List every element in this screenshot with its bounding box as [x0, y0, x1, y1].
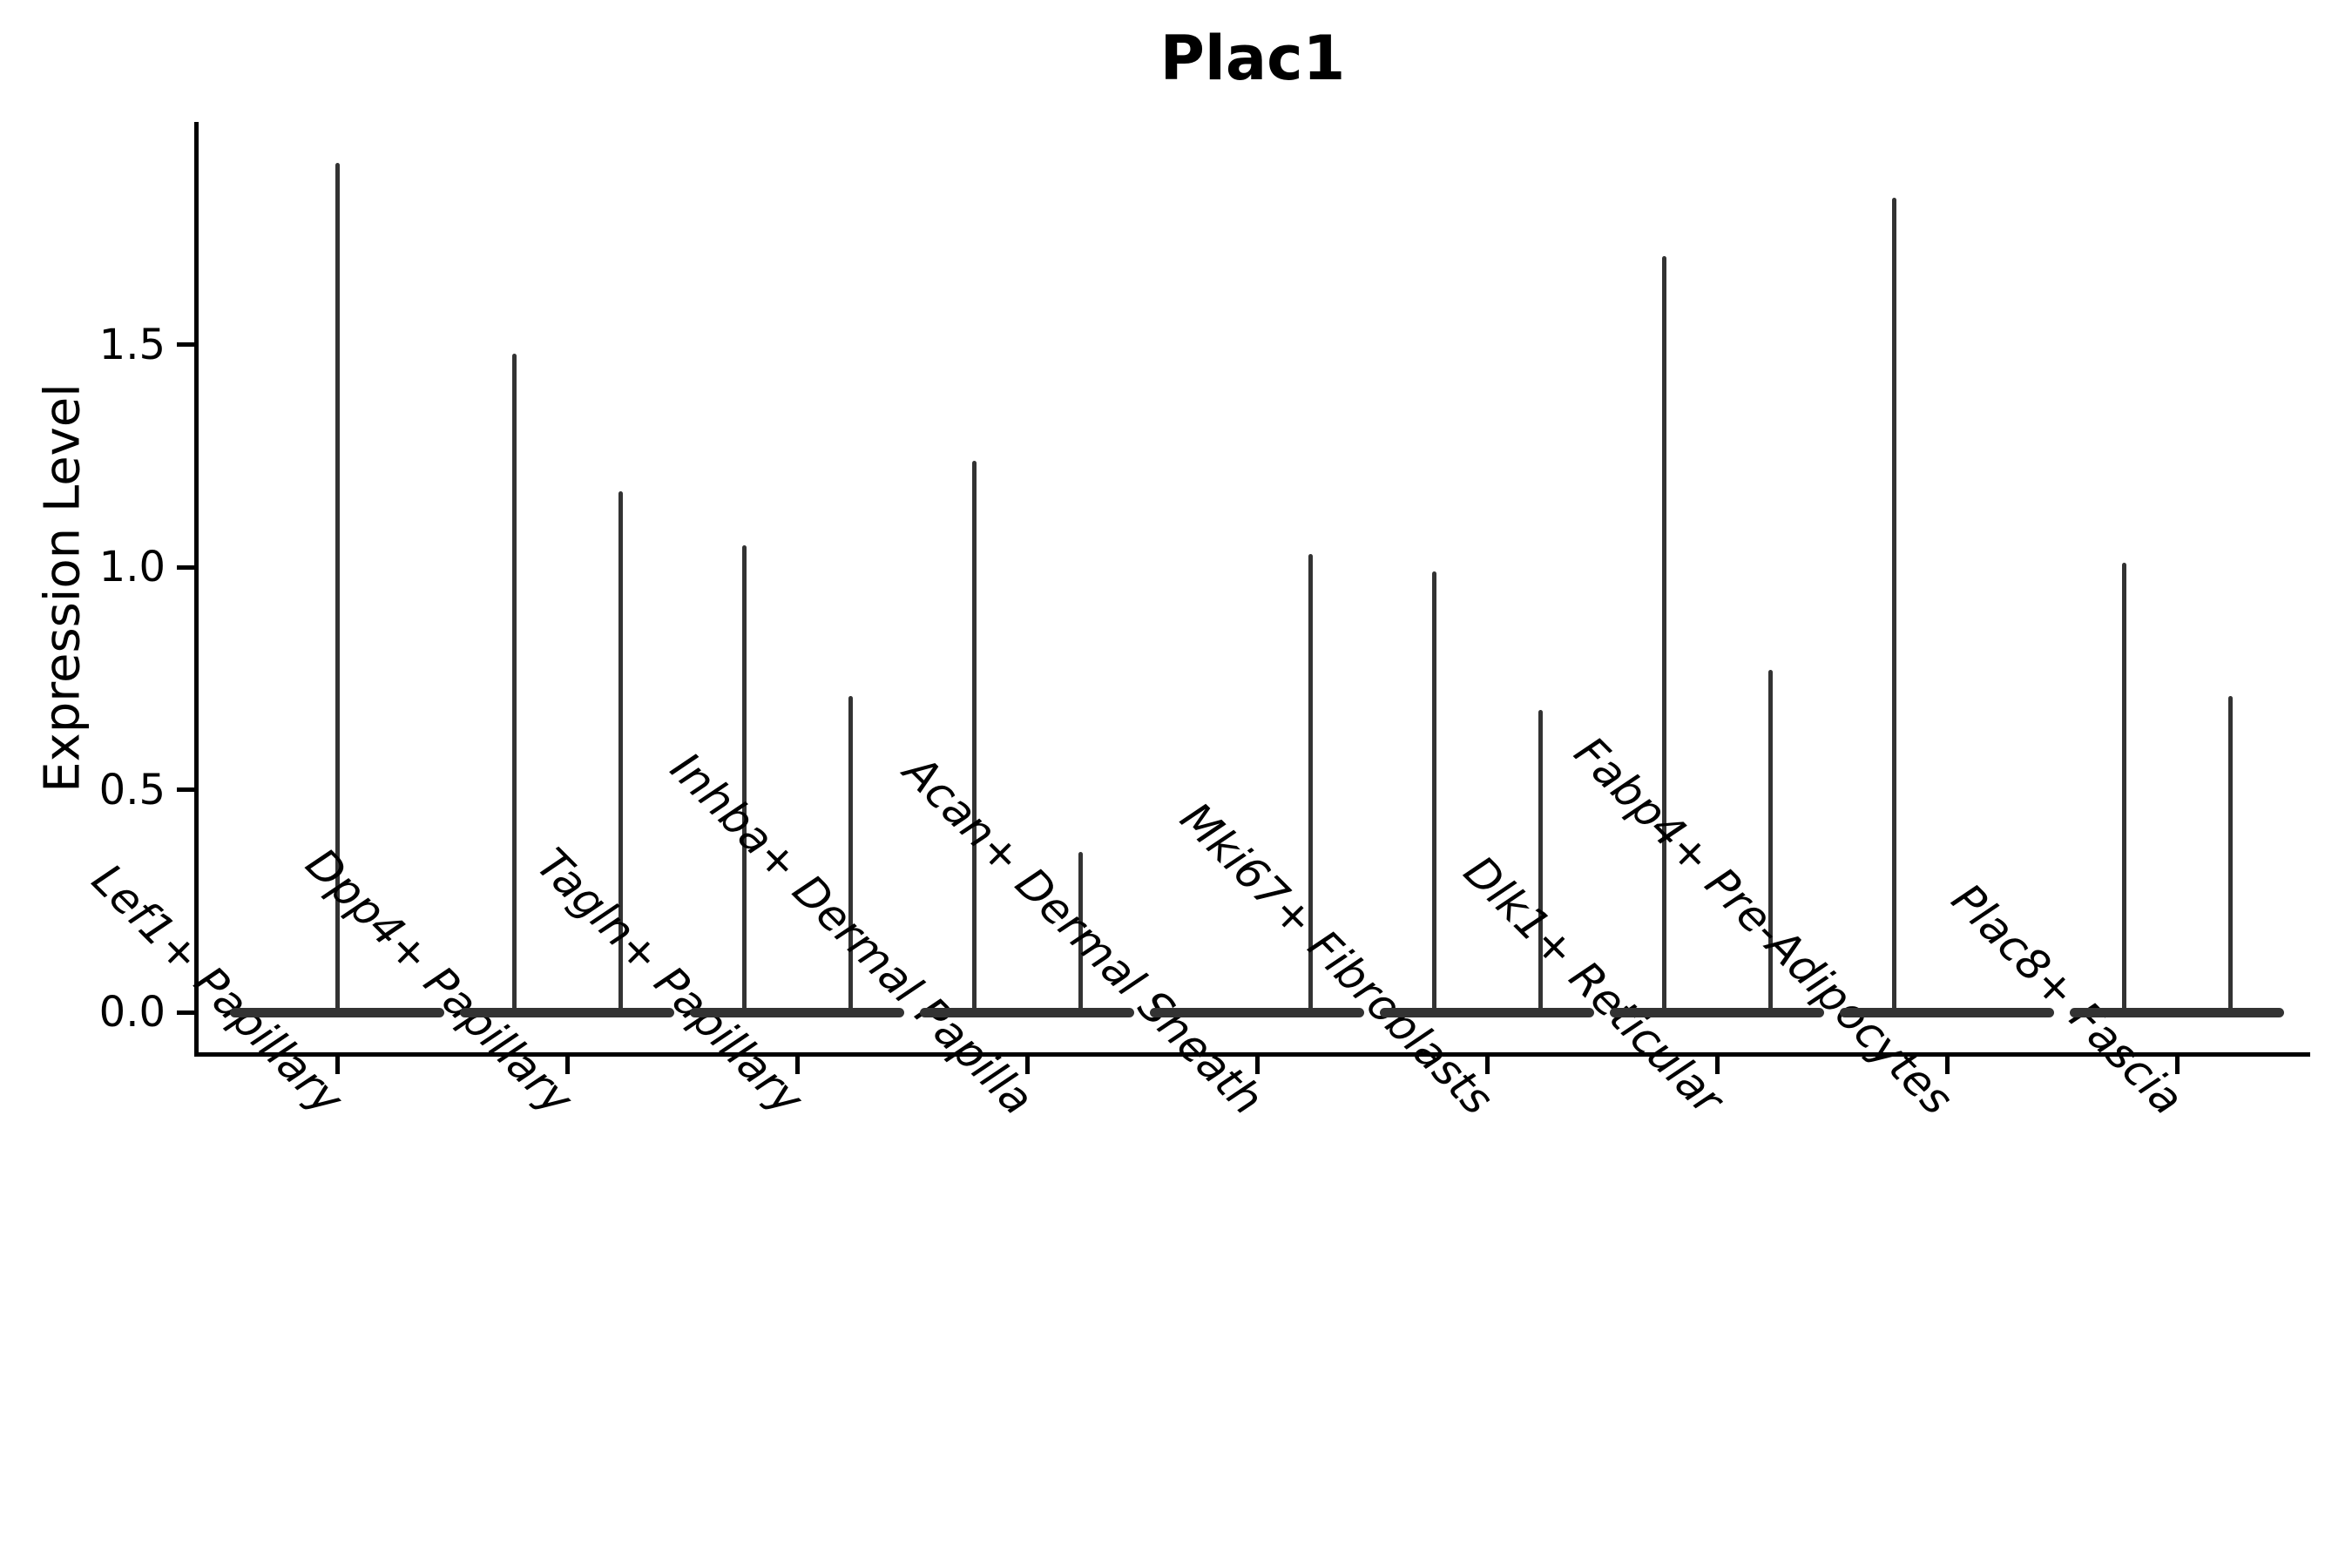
violin-baseline: [460, 1007, 674, 1017]
violin-baseline: [920, 1007, 1134, 1017]
violin-spike: [618, 491, 623, 1012]
y-axis-tick: [177, 1010, 196, 1015]
x-axis-tick: [794, 1057, 800, 1074]
chart-title: Plac1: [1159, 23, 1346, 94]
y-axis-tick: [177, 564, 196, 570]
violin-spike: [1308, 553, 1313, 1012]
y-axis-tick-label: 1.0: [98, 543, 166, 592]
y-axis-tick: [177, 787, 196, 793]
violin-spike: [1767, 669, 1773, 1012]
violin-baseline: [2070, 1007, 2284, 1017]
violin-spike: [971, 460, 977, 1012]
violin-spike: [1431, 571, 1436, 1012]
violin-spike: [1891, 198, 1896, 1012]
y-axis-tick: [177, 342, 196, 348]
violin-spike: [741, 544, 747, 1012]
y-axis-tick-label: 0.0: [98, 988, 166, 1037]
violin-baseline: [1840, 1007, 2054, 1017]
violin-spike: [1538, 709, 1543, 1012]
y-axis-spine: [194, 122, 199, 1057]
x-axis-tick: [1714, 1057, 1720, 1074]
violin-spike: [1078, 852, 1083, 1012]
violin-spike: [2121, 563, 2126, 1012]
violin-baseline: [1150, 1007, 1364, 1017]
violin-baseline: [690, 1007, 904, 1017]
x-axis-tick: [564, 1057, 570, 1074]
x-axis-tick: [1024, 1057, 1030, 1074]
violin-spike: [511, 354, 517, 1012]
x-axis-tick: [1254, 1057, 1260, 1074]
x-axis-tick: [1944, 1057, 1950, 1074]
x-axis-tick: [1484, 1057, 1490, 1074]
y-axis-tick-label: 1.5: [98, 320, 166, 369]
violin-spike: [1661, 255, 1666, 1012]
violin-baseline: [1380, 1007, 1594, 1017]
violin-spike: [2227, 696, 2233, 1012]
x-axis-tick: [2174, 1057, 2180, 1074]
x-axis-label: Plac8+ Fascia: [1942, 874, 2193, 1125]
x-axis-spine: [194, 1052, 2310, 1057]
violin-baseline: [230, 1007, 444, 1017]
violin-baseline: [1610, 1007, 1824, 1017]
violin-spike: [335, 162, 340, 1012]
x-axis-label: Fabp4+ Pre-Adipocytes: [1565, 727, 1963, 1125]
x-axis-tick: [335, 1057, 340, 1074]
violin-spike: [848, 696, 853, 1012]
y-axis-tick-label: 0.5: [98, 765, 166, 814]
